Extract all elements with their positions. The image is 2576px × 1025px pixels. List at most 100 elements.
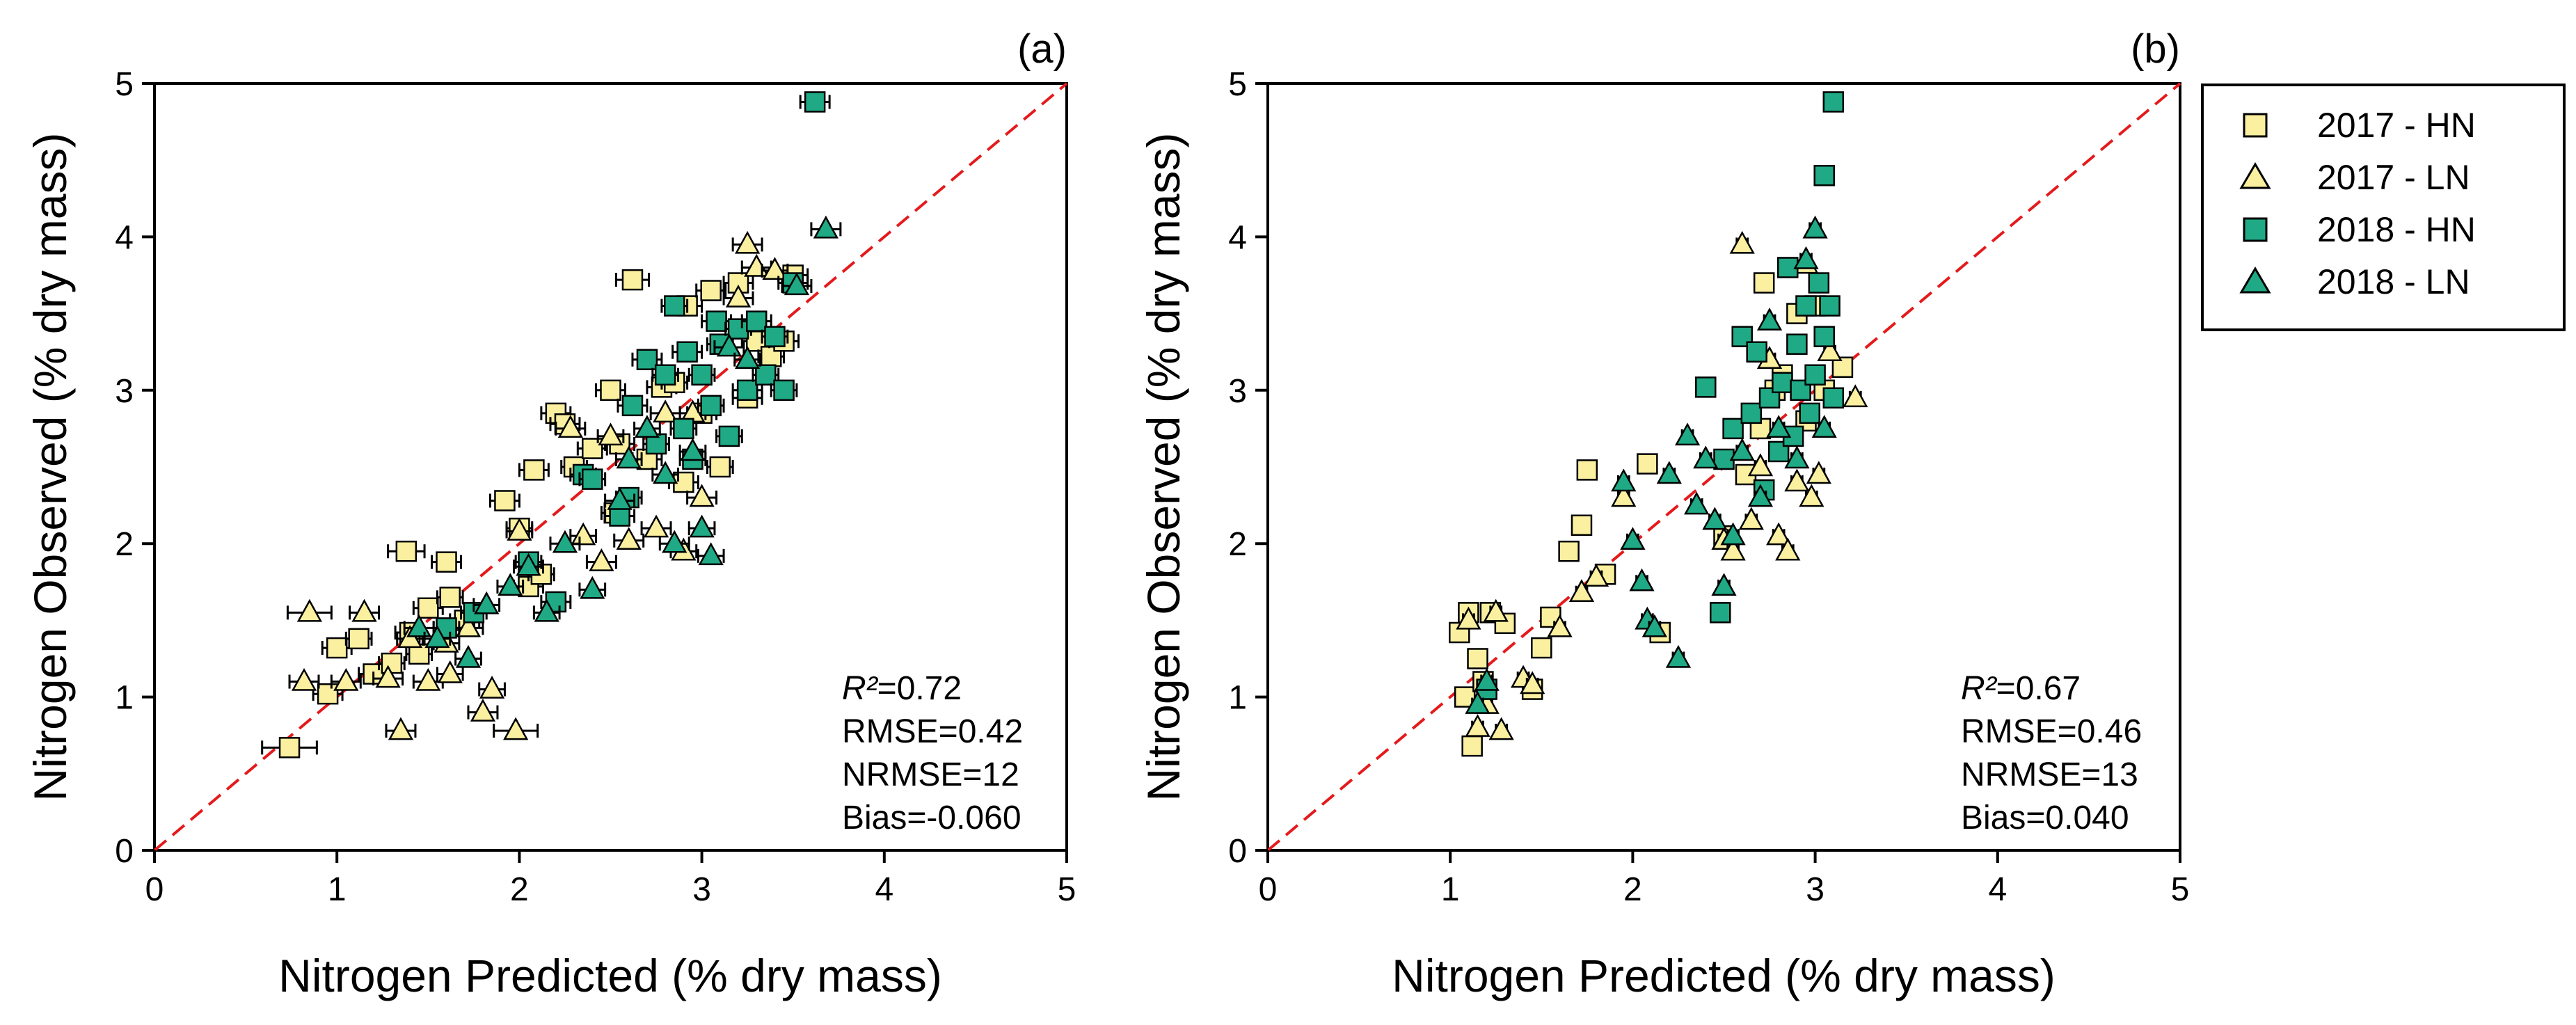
- square-marker: [1790, 379, 1811, 402]
- y-tick-label: 3: [1228, 373, 1247, 410]
- triangle-marker: [1465, 691, 1490, 714]
- data-point: [1729, 438, 1755, 461]
- square-marker: [348, 628, 369, 650]
- data-point: [1693, 445, 1719, 469]
- square-marker: [718, 425, 740, 447]
- triangle-marker: [455, 614, 482, 637]
- triangle-marker: [351, 598, 377, 622]
- data-point: [385, 717, 417, 740]
- data-point: [1488, 717, 1514, 740]
- x-tick-label: 5: [2171, 871, 2190, 908]
- data-point: [731, 379, 763, 402]
- x-tick-label: 2: [1623, 871, 1642, 908]
- data-point: [752, 364, 780, 386]
- square-marker: [418, 597, 439, 619]
- data-point: [549, 530, 581, 553]
- data-point: [1695, 376, 1717, 398]
- data-point: [733, 346, 762, 369]
- data-point: [578, 575, 607, 599]
- triangle-marker: [552, 530, 578, 553]
- triangle-marker: [571, 522, 596, 546]
- data-point: [1831, 356, 1854, 378]
- data-point: [1720, 522, 1746, 546]
- svg-text:R²=0.67: R²=0.67: [1961, 670, 2081, 707]
- data-point: [715, 425, 743, 447]
- data-point: [1775, 537, 1801, 561]
- square-marker: [621, 395, 644, 417]
- triangle-marker: [291, 667, 317, 691]
- nrmse-value: NRMSE=13: [1961, 756, 2138, 793]
- data-point: [678, 438, 707, 461]
- data-point: [686, 484, 718, 507]
- data-point: [1753, 272, 1775, 294]
- bias-value: Bias=-0.060: [842, 800, 1021, 836]
- rmse-value: RMSE=0.42: [842, 713, 1023, 750]
- triangle-marker: [1674, 422, 1701, 446]
- square-marker: [709, 456, 731, 478]
- triangle-marker: [455, 644, 482, 668]
- data-point: [1465, 691, 1490, 714]
- square-marker: [436, 551, 457, 573]
- data-point: [261, 737, 318, 758]
- data-point: [1793, 246, 1819, 269]
- triangle-marker: [415, 667, 441, 691]
- x-axis-label: Nitrogen Predicted (% dry mass): [1392, 950, 2056, 1001]
- square-marker: [1531, 637, 1552, 659]
- data-point: [1465, 714, 1490, 737]
- triangle-marker: [333, 667, 359, 691]
- data-point: [1611, 484, 1637, 507]
- triangle-marker: [479, 675, 505, 699]
- data-point: [669, 418, 698, 440]
- data-point: [633, 415, 661, 438]
- triangle-marker: [1456, 606, 1481, 630]
- square-marker: [1799, 402, 1820, 424]
- triangle-marker: [437, 660, 463, 683]
- data-point: [1620, 527, 1646, 550]
- data-point: [1811, 415, 1837, 438]
- data-point: [436, 587, 464, 608]
- square-marker: [582, 438, 603, 459]
- triangle-marker: [1583, 564, 1609, 587]
- plot-frame: [153, 82, 1068, 852]
- data-point: [1576, 459, 1598, 481]
- data-point: [412, 597, 444, 619]
- data-point: [1702, 507, 1728, 530]
- square-marker: [1558, 540, 1580, 562]
- data-point: [312, 683, 344, 705]
- data-point: [614, 269, 651, 291]
- data-point: [1813, 326, 1835, 347]
- data-point: [1520, 671, 1545, 694]
- triangle-marker: [1547, 614, 1573, 637]
- triangle-marker: [1684, 491, 1710, 515]
- data-point: [761, 326, 789, 347]
- data-point: [687, 514, 716, 538]
- legend-entry-2017-hn: 2017 - HN: [2243, 106, 2476, 145]
- data-point: [671, 341, 703, 363]
- data-point: [330, 667, 362, 691]
- data-point: [687, 364, 716, 386]
- data-point: [436, 660, 464, 683]
- data-point: [1746, 341, 1767, 363]
- triangle-marker: [589, 548, 614, 571]
- data-point: [1641, 614, 1667, 637]
- y-tick-label: 0: [115, 833, 134, 870]
- x-tick-label: 3: [692, 871, 711, 908]
- data-point: [288, 667, 320, 691]
- legend-entry-2017-ln: 2017 - LN: [2239, 158, 2470, 197]
- panel-label: (a): [1017, 26, 1067, 72]
- triangle-marker: [580, 575, 605, 599]
- data-point: [1720, 537, 1746, 561]
- data-point: [1804, 364, 1826, 386]
- data-point: [651, 461, 680, 484]
- triangle-marker: [607, 486, 633, 510]
- data-point: [604, 486, 636, 510]
- y-tick-label: 3: [115, 373, 134, 410]
- x-tick-label: 2: [510, 871, 529, 908]
- data-point: [321, 637, 353, 659]
- rmse-value: RMSE=0.46: [1961, 713, 2142, 750]
- data-point: [1766, 522, 1792, 546]
- square-marker-icon: [2243, 113, 2268, 138]
- data-markers: [261, 91, 842, 758]
- x-tick-label: 1: [328, 871, 347, 908]
- data-point: [1808, 272, 1830, 294]
